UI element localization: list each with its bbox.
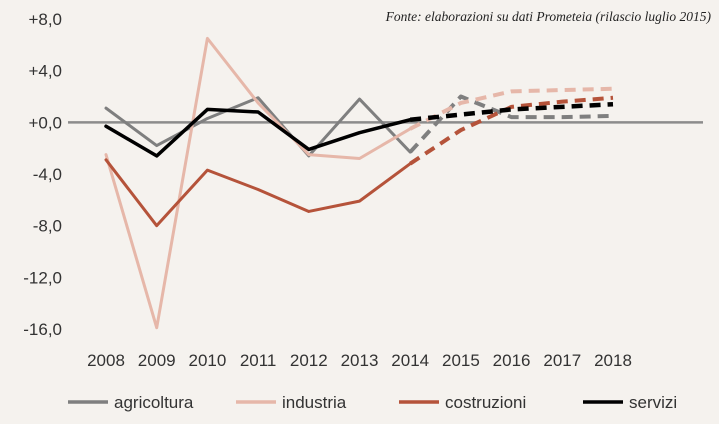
series-layer bbox=[104, 36, 614, 330]
x-axis-labels: 2008 2009 2010 2011 2012 2013 2014 2015 2016 2017… bbox=[87, 351, 632, 370]
y-axis-labels: +8,0 +4,0 +0,0 -4,0 -8,0 -12,0 -16,0 bbox=[23, 10, 62, 339]
y-tick-label: -12,0 bbox=[23, 268, 62, 287]
y-tick-label: -4,0 bbox=[33, 165, 62, 184]
x-tick-label: 2017 bbox=[543, 351, 581, 370]
series-line-costruzioni bbox=[104, 158, 412, 228]
x-tick-label: 2018 bbox=[594, 351, 632, 370]
series-line-servizi bbox=[104, 107, 412, 158]
x-tick-label: 2008 bbox=[87, 351, 125, 370]
legend-label-servizi: servizi bbox=[629, 393, 677, 412]
legend-label-costruzioni: costruzioni bbox=[445, 393, 526, 412]
series-line-agricoltura bbox=[104, 96, 412, 158]
y-tick-label: +4,0 bbox=[28, 62, 62, 81]
x-tick-label: 2016 bbox=[493, 351, 531, 370]
y-tick-label: -16,0 bbox=[23, 320, 62, 339]
x-tick-label: 2011 bbox=[240, 351, 277, 370]
x-tick-label: 2012 bbox=[290, 351, 328, 370]
series-forecast-industria bbox=[409, 86, 614, 131]
legend-label-industria: industria bbox=[282, 393, 347, 412]
x-tick-label: 2014 bbox=[391, 351, 429, 370]
series-line-industria bbox=[104, 36, 412, 330]
legend-label-agricoltura: agricoltura bbox=[114, 393, 194, 412]
chart-source-note: Fonte: elaborazioni su dati Prometeia (r… bbox=[385, 9, 712, 24]
y-tick-label: -8,0 bbox=[33, 217, 62, 236]
x-tick-label: 2009 bbox=[138, 351, 176, 370]
x-tick-label: 2013 bbox=[341, 351, 379, 370]
x-tick-label: 2015 bbox=[442, 351, 480, 370]
legend: agricoltura industria costruzioni servizi bbox=[68, 393, 677, 412]
series-forecast-agricoltura bbox=[408, 94, 614, 154]
series-forecast-servizi bbox=[409, 102, 614, 122]
y-tick-label: +8,0 bbox=[28, 10, 62, 29]
x-tick-label: 2010 bbox=[188, 351, 226, 370]
y-tick-label: +0,0 bbox=[28, 113, 62, 132]
series-forecast-costruzioni bbox=[409, 95, 614, 166]
